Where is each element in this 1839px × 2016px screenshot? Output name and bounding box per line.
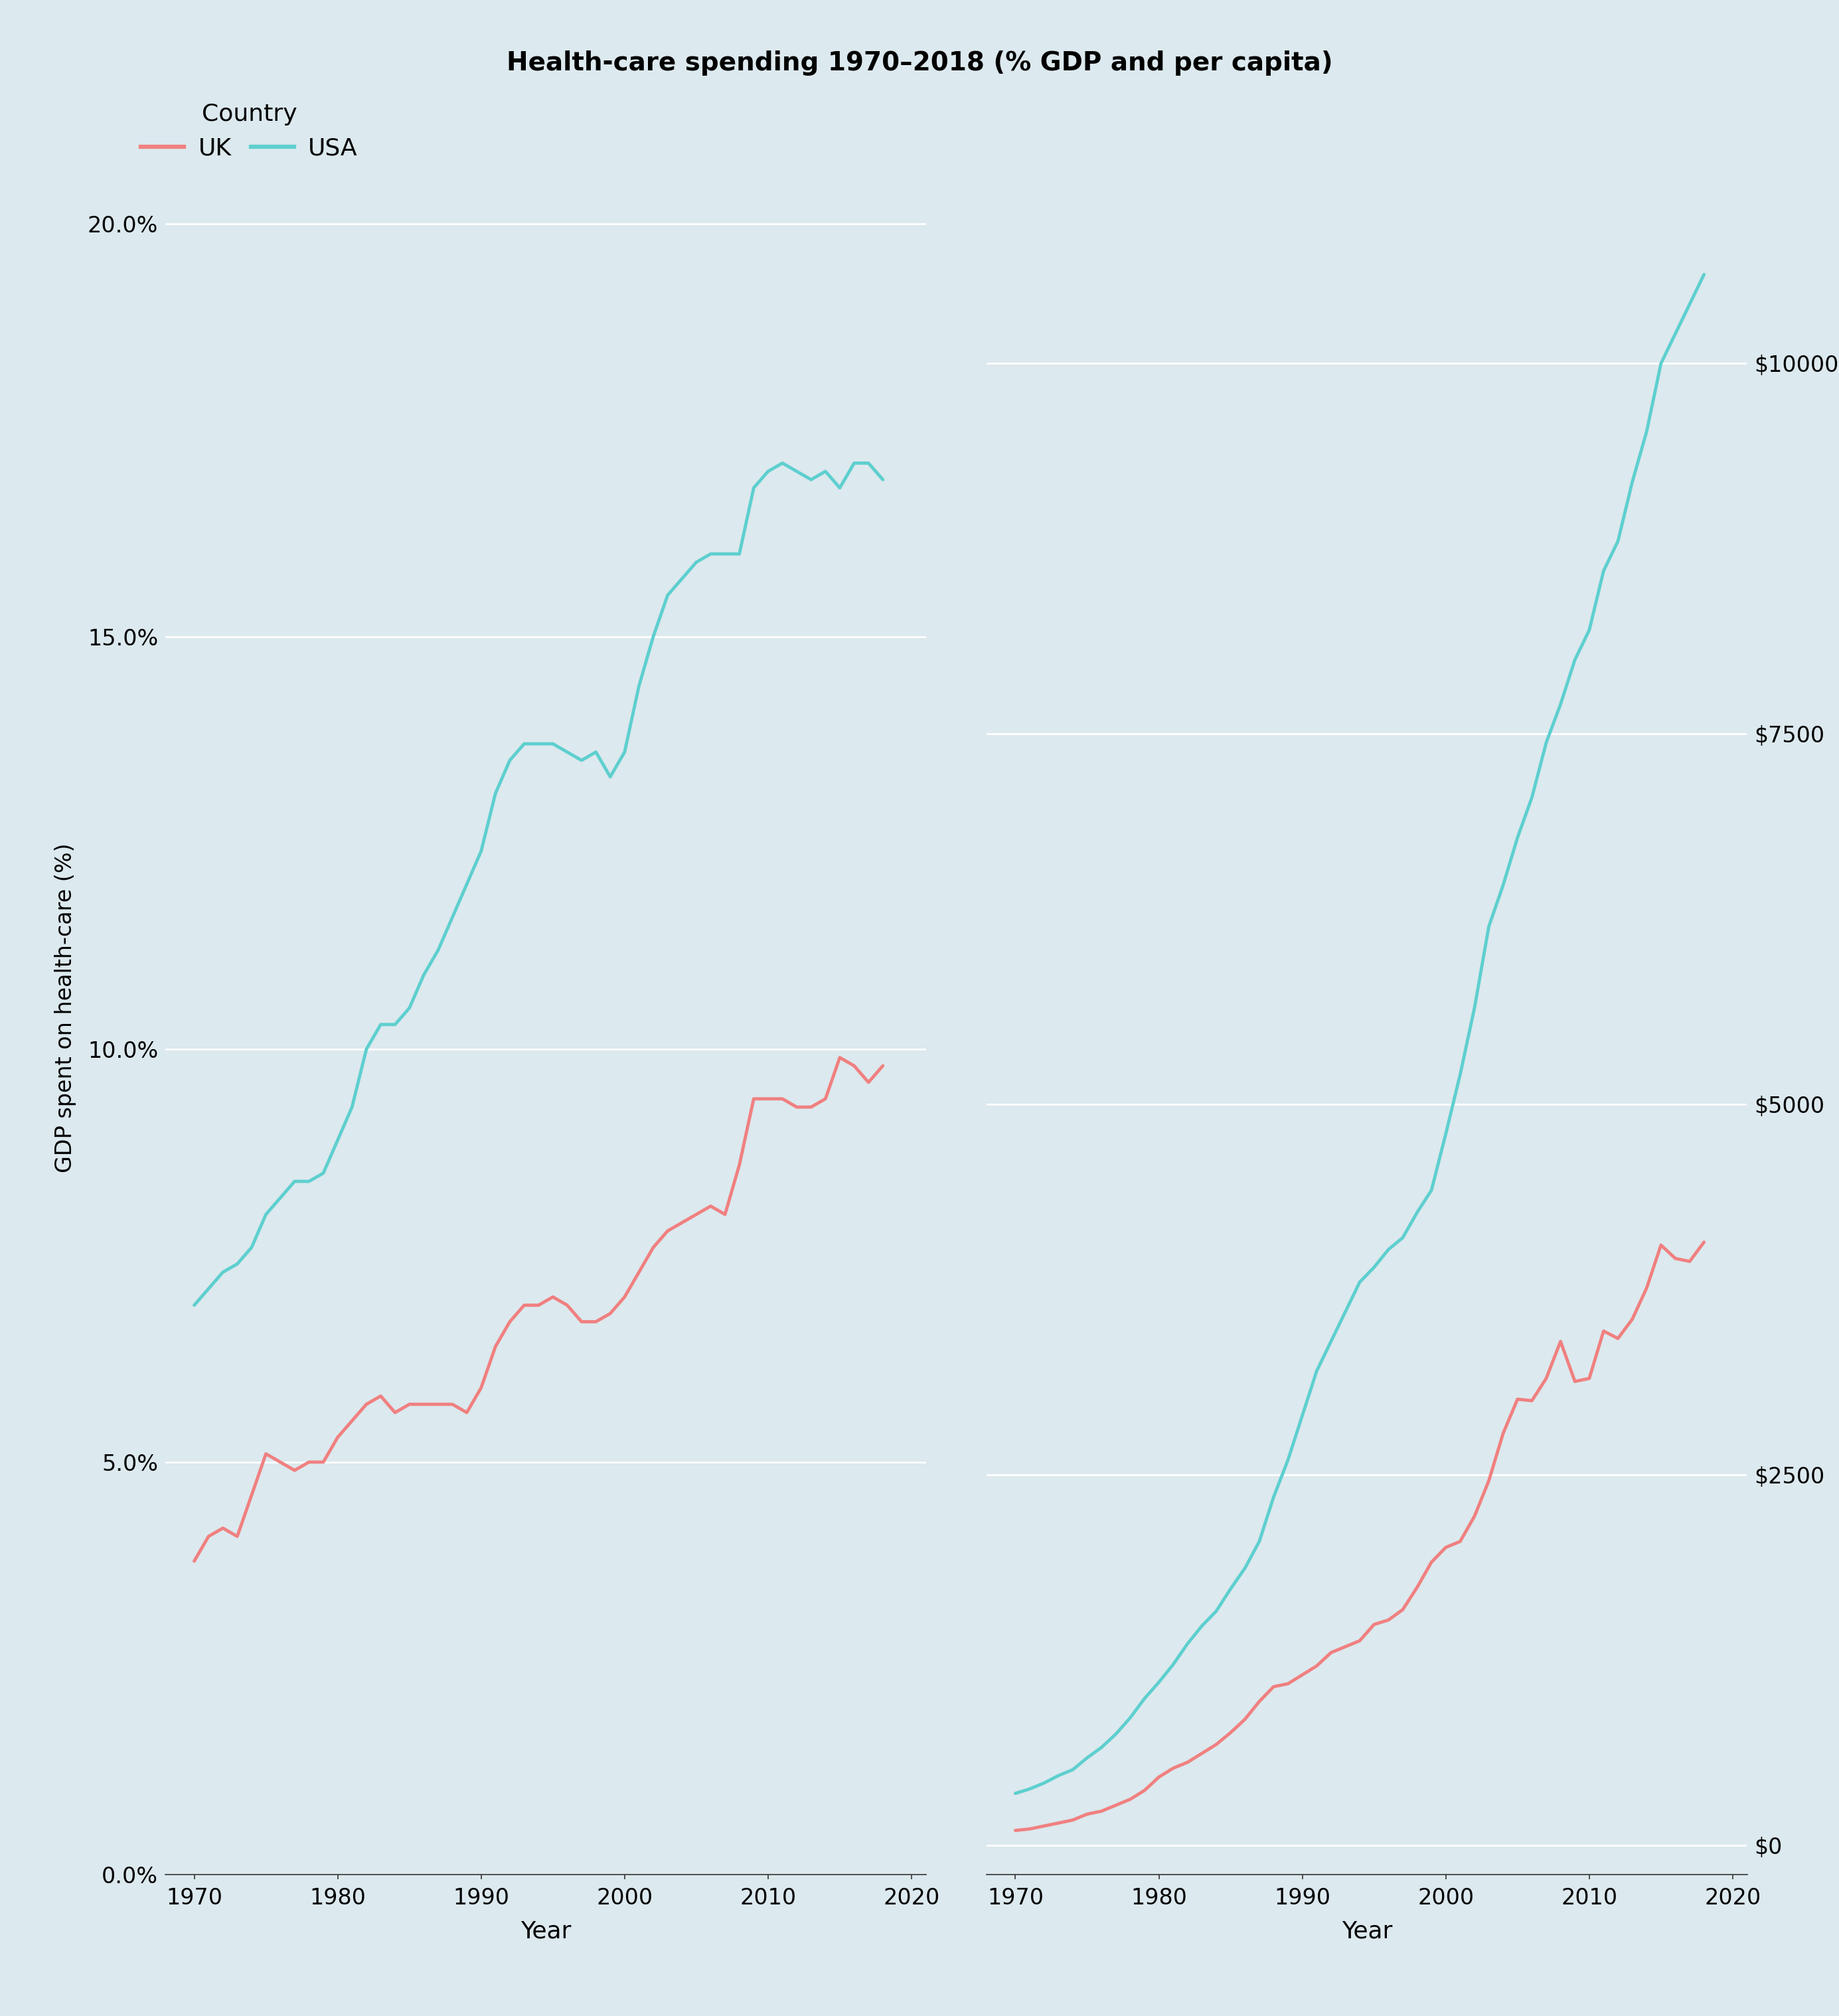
Legend: UK, USA: UK, USA: [142, 103, 359, 159]
X-axis label: Year: Year: [1341, 1919, 1392, 1943]
Y-axis label: GDP spent on health-care (%): GDP spent on health-care (%): [55, 843, 77, 1173]
X-axis label: Year: Year: [520, 1919, 572, 1943]
Text: Health-care spending 1970–2018 (% GDP and per capita): Health-care spending 1970–2018 (% GDP an…: [506, 50, 1333, 77]
